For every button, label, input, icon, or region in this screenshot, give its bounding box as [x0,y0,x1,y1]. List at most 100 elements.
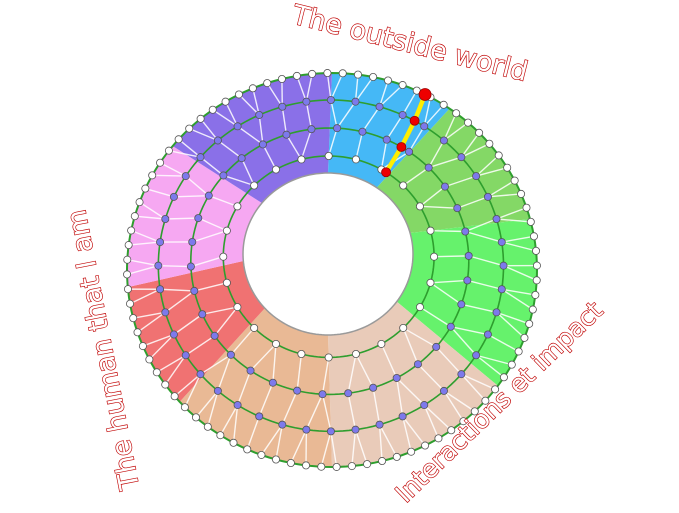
outer-node [302,461,311,470]
mesh-line [158,264,191,268]
mesh-line [188,127,219,142]
outer-node [503,163,512,172]
outer-node [522,203,531,212]
mesh-line [194,282,228,292]
mesh-line [402,327,437,348]
mesh-line [430,229,466,233]
mesh-line [164,290,195,313]
mesh-line [430,282,462,305]
mesh-line [354,74,359,102]
ring-node [268,378,277,387]
mesh-line [423,404,440,439]
ring-node [233,122,242,131]
outer-node [514,347,523,356]
mesh-line [347,353,357,394]
outer-node [138,342,147,351]
ring-node [472,172,481,181]
ring-node [246,366,255,375]
outer-node [164,146,173,155]
ring-node [453,204,462,213]
mesh-line [321,357,330,395]
mesh-line [219,404,239,436]
ring-node [497,285,506,294]
mesh-line [252,88,260,116]
ring-node [472,351,481,360]
mesh-line [435,346,462,375]
mesh-line [386,114,404,141]
path-node [409,115,420,126]
sector-green [396,219,537,386]
ring-node [413,360,422,369]
inner-node [271,339,280,348]
ring-node [307,125,316,134]
mesh-line [321,394,332,432]
sector-light-green [376,108,531,234]
ring-node [161,215,170,224]
ring-node [492,215,501,224]
sector-peach [328,301,498,467]
mesh-line [351,429,357,467]
ring-node [255,412,264,421]
mesh-line [443,112,457,141]
mesh-line [402,327,419,365]
ring-node [198,310,207,319]
mesh-line [354,76,374,103]
mesh-line [305,393,324,430]
mesh-line [419,205,458,209]
mesh-line [430,279,468,284]
mesh-line [262,144,277,170]
path-node [396,142,407,152]
mesh-line [148,334,175,360]
mesh-line [457,196,489,209]
outer-node [532,276,541,285]
outer-node [123,255,132,264]
mesh-line [450,326,477,356]
outer-node [203,422,212,431]
mesh-line [361,106,381,133]
outer-node [126,299,135,308]
mesh-line [190,256,224,268]
mesh-line [174,373,201,397]
ring-node [483,330,492,339]
mesh-line [355,131,364,160]
outer-node [156,158,165,167]
inner-node [399,323,408,332]
outer-node [130,212,139,221]
ring-node [237,154,246,163]
ring-node [424,163,433,172]
mesh-line [127,259,159,267]
outer-node [347,462,356,471]
mesh-line [260,424,283,456]
ring-node [278,420,287,429]
mesh-line [168,149,201,158]
ring-node [226,350,235,359]
outer-node [196,114,205,123]
sector-purple [172,73,332,204]
outer-node [421,441,430,450]
inner-node [233,202,242,211]
ring-node [213,136,222,145]
outer-node [170,392,179,401]
mesh-line [139,201,166,220]
outer-node [308,69,317,78]
ring-node [204,191,213,200]
ring-node [196,370,205,379]
mesh-line [134,215,166,220]
ring-node [461,227,470,236]
ring-node [464,251,473,260]
mesh-line [232,404,239,443]
mesh-line [401,416,412,452]
mesh-line [246,416,260,450]
mesh-line [173,313,203,336]
mesh-line [460,373,486,402]
mesh-line [129,288,161,305]
ring-node [213,386,222,395]
mesh-line [465,218,497,233]
ring-node [181,351,190,360]
mesh-line [465,230,502,243]
ring-node [233,401,242,410]
ring-node [375,102,384,111]
mesh-line [434,255,469,258]
ring-node [219,171,228,180]
ring-node [420,401,429,410]
